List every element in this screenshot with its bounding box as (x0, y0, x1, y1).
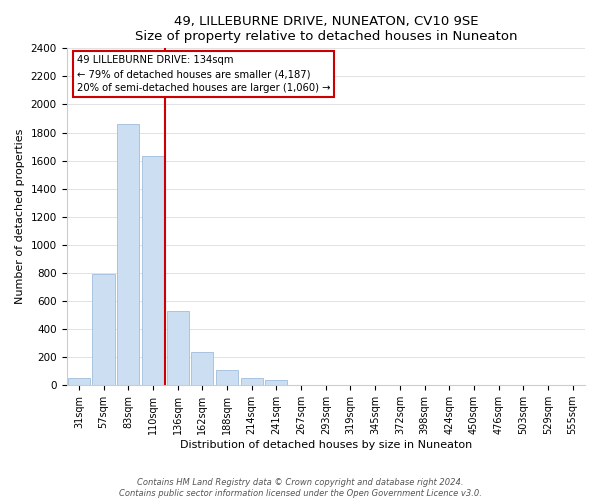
Text: Contains HM Land Registry data © Crown copyright and database right 2024.
Contai: Contains HM Land Registry data © Crown c… (119, 478, 481, 498)
Title: 49, LILLEBURNE DRIVE, NUNEATON, CV10 9SE
Size of property relative to detached h: 49, LILLEBURNE DRIVE, NUNEATON, CV10 9SE… (134, 15, 517, 43)
Bar (167, 311, 189, 385)
Y-axis label: Number of detached properties: Number of detached properties (15, 129, 25, 304)
Bar (191, 352, 214, 385)
Bar (265, 380, 287, 385)
Bar (68, 378, 90, 385)
Bar (216, 370, 238, 385)
X-axis label: Distribution of detached houses by size in Nuneaton: Distribution of detached houses by size … (179, 440, 472, 450)
Bar (92, 274, 115, 385)
Text: 49 LILLEBURNE DRIVE: 134sqm
← 79% of detached houses are smaller (4,187)
20% of : 49 LILLEBURNE DRIVE: 134sqm ← 79% of det… (77, 55, 331, 93)
Bar (142, 156, 164, 385)
Bar (241, 378, 263, 385)
Bar (117, 124, 139, 385)
